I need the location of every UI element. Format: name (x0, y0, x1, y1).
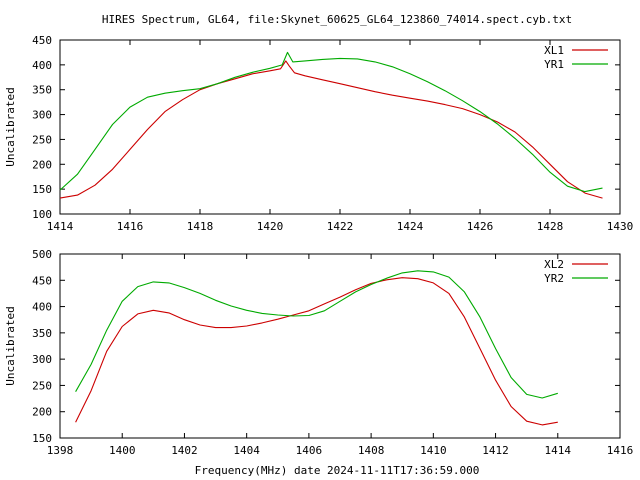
top-panel: 1414 1416 1418 1420 1422 1424 1426 1428 1430 100 1… (4, 34, 633, 233)
y-tick-label: 200 (32, 158, 52, 171)
y-tick-label: 100 (32, 208, 52, 221)
x-tick-label: 1416 (607, 444, 634, 457)
y-tick-label: 300 (32, 353, 52, 366)
series-line-yr1 (59, 51, 603, 193)
y-tick-label: 300 (32, 109, 52, 122)
y-tick-label: 500 (32, 248, 52, 261)
y-tick-label: 350 (32, 84, 52, 97)
x-tick-label: 1422 (327, 220, 354, 233)
plot-frame (59, 39, 621, 215)
y-tick-label: 250 (32, 133, 52, 146)
x-tick-label: 1420 (257, 220, 284, 233)
series-line-yr2 (75, 270, 558, 399)
x-tick-label: 1418 (187, 220, 214, 233)
legend-label-yr2: YR2 (544, 272, 564, 285)
x-tick-label: 1406 (296, 444, 323, 457)
y-tick-label: 150 (32, 183, 52, 196)
y-tick-label: 350 (32, 327, 52, 340)
y-tick-label: 150 (32, 432, 52, 445)
y-tick-label: 450 (32, 274, 52, 287)
x-tick-label: 1412 (482, 444, 509, 457)
y-tick-label: 250 (32, 379, 52, 392)
x-tick-label: 1410 (420, 444, 447, 457)
x-tick-label: 1428 (537, 220, 564, 233)
series-line-xl1 (59, 60, 603, 199)
x-tick-label: 1416 (117, 220, 144, 233)
x-tick-label: 1430 (607, 220, 634, 233)
chart-title: HIRES Spectrum, GL64, file:Skynet_60625_… (102, 13, 572, 26)
y-tick-label: 400 (32, 301, 52, 314)
bottom-panel: 1398 1400 1402 1404 1406 1408 1410 1412 1414 1416… (4, 248, 633, 457)
x-tick-label: 1414 (47, 220, 74, 233)
legend-label-xl1: XL1 (544, 44, 564, 57)
legend-label-yr1: YR1 (544, 58, 564, 71)
x-tick-label: 1400 (109, 444, 136, 457)
y-axis-label: Uncalibrated (4, 306, 17, 385)
x-tick-label: 1404 (233, 444, 260, 457)
y-axis-label: Uncalibrated (4, 87, 17, 166)
y-tick-label: 450 (32, 34, 52, 47)
plot-frame (59, 253, 621, 439)
x-tick-label: 1398 (47, 444, 74, 457)
series-line-xl2 (75, 277, 558, 426)
legend-label-xl2: XL2 (544, 258, 564, 271)
y-tick-label: 200 (32, 406, 52, 419)
x-tick-label: 1426 (467, 220, 494, 233)
x-tick-label: 1424 (397, 220, 424, 233)
y-tick-label: 400 (32, 59, 52, 72)
x-tick-label: 1408 (358, 444, 385, 457)
x-axis-label: Frequency(MHz) date 2024-11-11T17:36:59.… (195, 464, 480, 477)
x-tick-label: 1402 (171, 444, 198, 457)
x-tick-label: 1414 (545, 444, 572, 457)
